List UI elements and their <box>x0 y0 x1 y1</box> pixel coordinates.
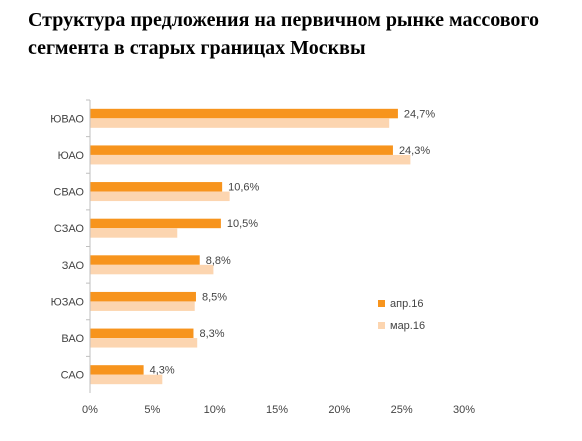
data-label-7: 8,3% <box>199 328 224 340</box>
data-label-3: 10,6% <box>228 182 259 194</box>
x-tick-label-6: 25% <box>391 404 413 416</box>
bar-mar-7 <box>90 338 198 348</box>
category-label-1: ЮВАО <box>50 113 84 125</box>
category-label-7: ВАО <box>61 333 84 345</box>
x-tick-label-5: 20% <box>328 404 350 416</box>
chart-title: Структура предложения на первичном рынке… <box>28 9 539 59</box>
category-label-6: ЮЗАО <box>51 296 85 308</box>
bar-apr-7 <box>90 328 194 339</box>
legend-label-apr: апр.16 <box>390 298 423 310</box>
bar-mar-2 <box>90 154 411 165</box>
category-label-2: ЮАО <box>58 150 85 162</box>
bar-apr-1 <box>90 108 398 119</box>
legend-label-mar: мар.16 <box>390 320 425 332</box>
bar-mar-4 <box>90 228 178 238</box>
bar-mar-8 <box>90 374 163 385</box>
bar-apr-2 <box>90 145 393 155</box>
category-label-5: ЗАО <box>62 260 85 272</box>
data-label-6: 8,5% <box>202 291 227 303</box>
x-tick-label-1: 0% <box>82 404 98 416</box>
x-tick-label-2: 5% <box>144 404 160 416</box>
data-label-1: 24,7% <box>404 108 435 120</box>
category-label-8: САО <box>61 370 85 382</box>
data-label-5: 8,8% <box>206 255 231 267</box>
x-tick-label-4: 15% <box>266 404 288 416</box>
legend: апр.16 мар.16 <box>378 298 425 332</box>
data-label-8: 4,3% <box>150 365 175 377</box>
category-label-4: СЗАО <box>54 223 85 235</box>
data-label-2: 24,3% <box>399 145 430 157</box>
legend-swatch-apr <box>378 300 385 307</box>
data-label-4: 10,5% <box>227 218 258 230</box>
bar-apr-5 <box>90 255 200 265</box>
bar-apr-4 <box>90 218 221 229</box>
legend-swatch-mar <box>378 322 385 329</box>
bars-group <box>90 108 411 385</box>
x-axis: 0% 5% 10% 15% 20% 25% 30% <box>82 99 475 416</box>
bar-mar-6 <box>90 301 195 311</box>
category-labels: ЮВАО ЮАО СВАО СЗАО ЗАО ЮЗАО ВАО САО <box>50 113 84 381</box>
bar-apr-3 <box>90 182 223 192</box>
bar-mar-3 <box>90 191 230 202</box>
x-tick-label-7: 30% <box>453 404 475 416</box>
bar-mar-1 <box>90 118 390 128</box>
x-tick-label-3: 10% <box>204 404 226 416</box>
bar-apr-8 <box>90 365 144 375</box>
bar-apr-6 <box>90 291 196 302</box>
data-labels: 24,7% 24,3% 10,6% 10,5% 8,8% 8,5% 8,3% 4,3% <box>150 108 436 376</box>
bar-mar-5 <box>90 264 214 275</box>
category-label-3: СВАО <box>53 187 84 199</box>
